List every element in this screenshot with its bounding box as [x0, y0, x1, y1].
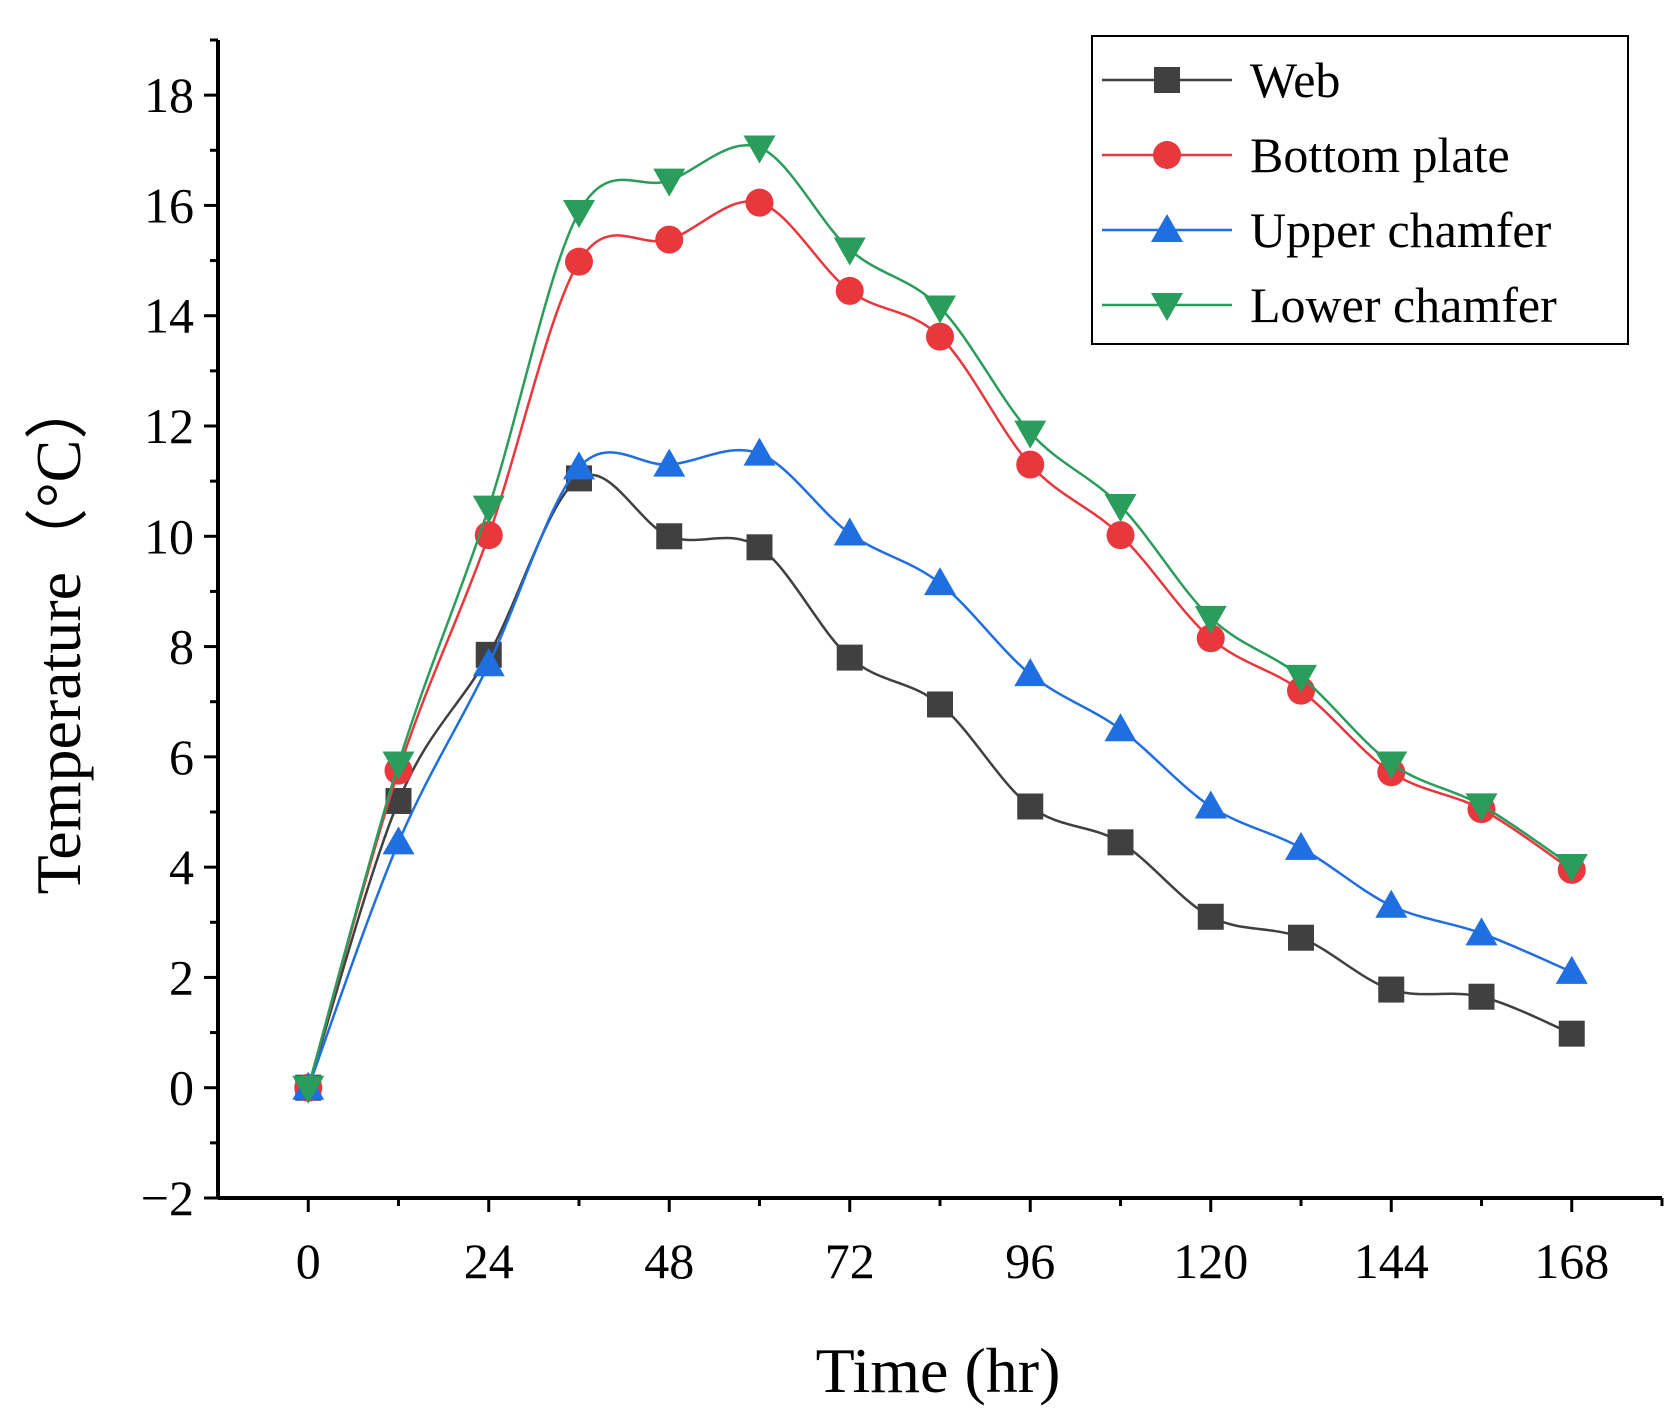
data-point	[1196, 624, 1225, 653]
y-axis-title: Temperature（°C）	[23, 376, 94, 895]
legend-marker	[1154, 67, 1180, 93]
legend-item: Lower chamfer	[1102, 277, 1557, 333]
y-tick-label: 14	[144, 288, 194, 344]
y-tick-label: 10	[144, 508, 194, 564]
data-point	[1285, 831, 1317, 860]
data-point	[745, 188, 774, 217]
data-point	[1555, 854, 1588, 883]
data-point	[655, 225, 684, 254]
data-point	[1014, 420, 1047, 449]
legend-item: Bottom plate	[1102, 127, 1510, 183]
series-line	[307, 200, 1573, 1089]
series-line	[307, 448, 1573, 1089]
data-point	[743, 437, 776, 466]
series-line	[307, 144, 1573, 1089]
x-tick-label: 24	[464, 1233, 514, 1289]
y-tick-label: 18	[144, 67, 194, 123]
data-point	[1104, 713, 1137, 742]
series-web	[295, 465, 1585, 1101]
legend-label: Bottom plate	[1250, 127, 1510, 183]
y-tick-label: 12	[144, 398, 194, 454]
data-point	[1106, 521, 1135, 550]
data-point	[1375, 751, 1408, 780]
x-tick-label: 168	[1534, 1233, 1609, 1289]
data-point	[1288, 924, 1314, 951]
data-point	[565, 247, 593, 276]
data-point	[292, 1075, 325, 1104]
data-point	[563, 451, 595, 480]
data-point	[833, 237, 866, 266]
data-point	[653, 168, 686, 197]
x-tick-label: 72	[825, 1233, 875, 1289]
y-tick-label: 4	[169, 839, 194, 895]
data-point	[1558, 1020, 1585, 1047]
y-tick-label: 6	[169, 729, 194, 785]
data-point	[1016, 450, 1045, 479]
legend-label: Upper chamfer	[1250, 202, 1552, 258]
data-point	[924, 567, 956, 596]
x-tick-label: 96	[1005, 1233, 1055, 1289]
data-point	[472, 495, 505, 524]
legend-box	[1091, 35, 1629, 345]
legend-label: Web	[1250, 52, 1340, 108]
data-point	[563, 200, 595, 229]
data-point	[743, 135, 776, 164]
series-upper-chamfer	[292, 437, 1588, 1100]
x-tick-label: 48	[644, 1233, 694, 1289]
data-point	[1555, 955, 1588, 984]
y-tick-label: 2	[169, 949, 194, 1005]
data-point	[1194, 790, 1227, 819]
x-tick-label: 0	[296, 1233, 321, 1289]
y-tick-label: 16	[144, 177, 194, 233]
y-tick-label: −2	[141, 1170, 194, 1226]
data-point	[1465, 793, 1498, 822]
data-point	[472, 648, 505, 677]
data-point	[1378, 976, 1405, 1003]
x-axis-title: Time (hr)	[816, 1335, 1061, 1406]
data-point	[382, 826, 415, 855]
legend-marker	[1151, 293, 1183, 321]
x-tick-label: 144	[1354, 1233, 1429, 1289]
data-point	[927, 691, 953, 718]
legend-item: Upper chamfer	[1102, 202, 1552, 258]
y-tick-label: 0	[169, 1060, 194, 1116]
data-point	[926, 322, 954, 351]
series-lower-chamfer	[292, 135, 1588, 1104]
legend-label: Lower chamfer	[1250, 277, 1557, 333]
y-tick-label: 8	[169, 619, 194, 675]
data-point	[1014, 658, 1047, 687]
data-point	[382, 751, 415, 780]
data-point	[924, 295, 956, 324]
data-point	[1468, 983, 1495, 1010]
data-point	[836, 644, 863, 671]
data-point	[835, 276, 864, 305]
data-point	[833, 517, 866, 546]
data-point	[653, 448, 686, 477]
legend-marker	[1151, 214, 1183, 242]
data-point	[1375, 889, 1408, 918]
data-point	[1465, 917, 1498, 946]
data-point	[746, 534, 773, 561]
x-tick-label: 120	[1173, 1233, 1248, 1289]
data-point	[1017, 793, 1044, 820]
legend-item: Web	[1102, 52, 1340, 108]
legend: Web Bottom plate Upper chamfer Lower chamfe…	[1091, 35, 1629, 345]
legend-marker	[1153, 141, 1181, 169]
series-line	[307, 473, 1573, 1089]
data-point	[1285, 664, 1317, 693]
data-point	[1194, 605, 1227, 634]
data-point	[1197, 903, 1224, 930]
data-point	[1107, 829, 1134, 856]
data-point	[1104, 493, 1137, 522]
series-layer	[292, 135, 1588, 1104]
data-point	[656, 523, 683, 550]
